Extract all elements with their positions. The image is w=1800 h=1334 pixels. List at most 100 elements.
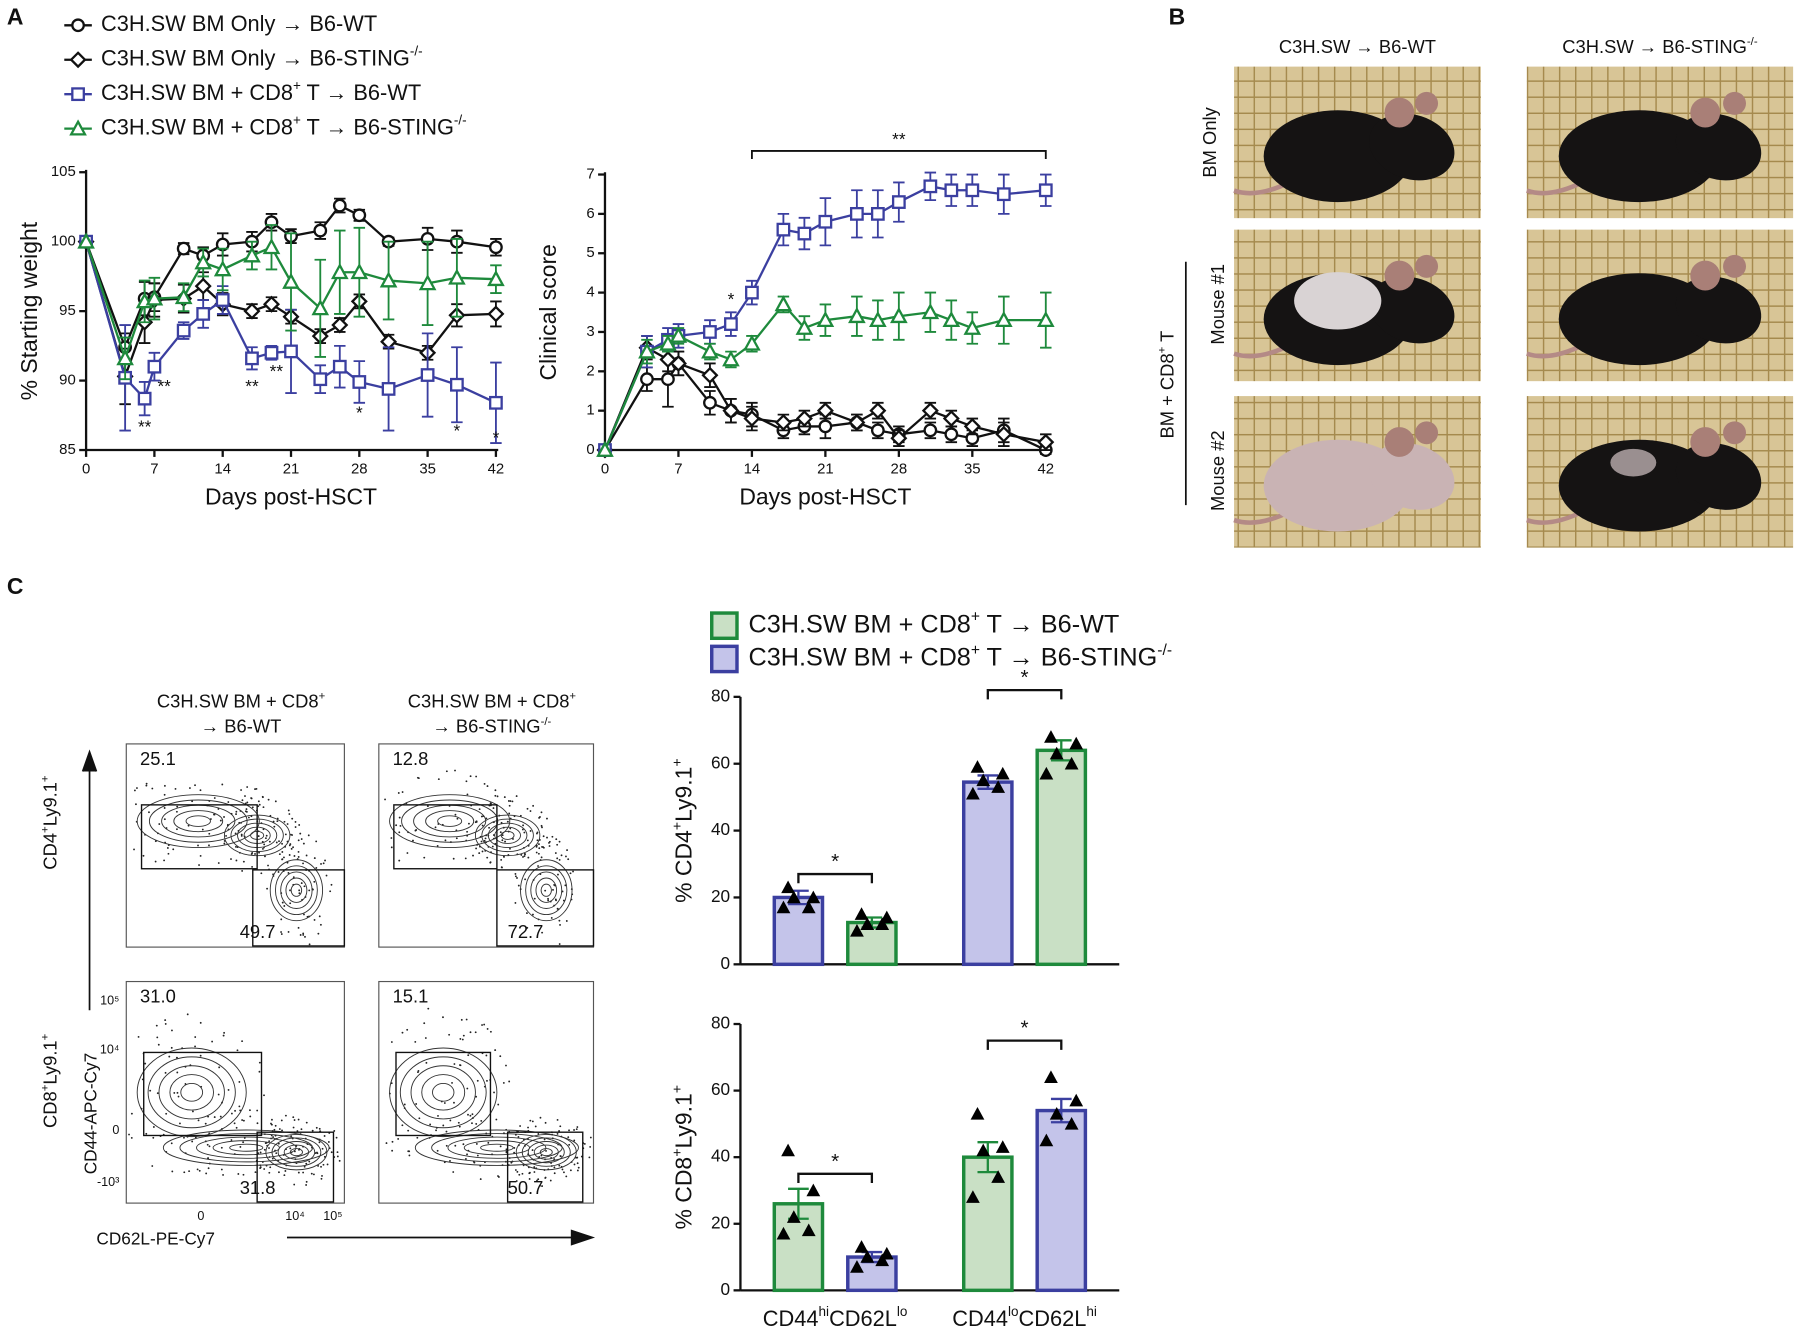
data-point (860, 1250, 875, 1263)
flow-event (454, 769, 456, 772)
flow-event (412, 839, 414, 842)
flow-event (274, 800, 277, 803)
flow-tick-label: 10⁵ (323, 1209, 342, 1223)
x-tick-label: 0 (82, 460, 90, 477)
flow-event (493, 1091, 495, 1094)
flow-event (246, 801, 249, 804)
flow-event (207, 1115, 210, 1118)
flow-event (170, 1142, 173, 1145)
flow-event (317, 1164, 320, 1167)
data-point (879, 1246, 894, 1260)
legend-label: C3H.SW BM + CD8+ T → B6-STING-/- (101, 113, 467, 140)
flow-event (256, 1122, 259, 1125)
flow-contour (487, 822, 528, 848)
marker (870, 423, 885, 438)
flow-event (281, 901, 284, 904)
flow-event (523, 852, 526, 855)
flow-event (564, 884, 567, 887)
marker (942, 410, 960, 428)
flow-event (319, 923, 322, 926)
flow-event (527, 1126, 529, 1129)
flow-event (170, 1046, 173, 1049)
flow-event (554, 852, 557, 854)
flow-event (406, 852, 409, 854)
mouse-ear (1690, 427, 1721, 457)
flow-event (247, 816, 250, 819)
flow-row-label: CD4+Ly9.1+ (40, 775, 61, 870)
flow-event (541, 1185, 543, 1188)
flow-event (336, 1151, 339, 1154)
marker (818, 214, 833, 229)
flow-event (537, 1133, 540, 1135)
flow-event (264, 855, 266, 858)
flow-event (423, 856, 426, 859)
flow-event (576, 1126, 579, 1128)
flow-contour (180, 1082, 204, 1102)
flow-event (516, 1170, 519, 1173)
flow-event (483, 1023, 486, 1026)
data-point (966, 786, 980, 800)
marker (1037, 433, 1055, 451)
flow-event (244, 795, 246, 797)
flow-event (424, 1037, 427, 1039)
marker (795, 410, 813, 428)
flow-event (532, 804, 535, 807)
flow-event (406, 1028, 409, 1031)
flow-event (330, 1151, 333, 1154)
flow-event (453, 1101, 455, 1104)
flow-event (513, 1151, 516, 1154)
flow-event (541, 826, 543, 829)
flow-event (239, 1146, 242, 1148)
y-arrow (81, 749, 98, 1011)
flow-event (494, 1049, 497, 1051)
flow-event (401, 1124, 404, 1127)
flow-event (514, 901, 517, 904)
marker (669, 354, 687, 372)
flow-event (483, 782, 486, 785)
flow-event (548, 841, 550, 844)
legend-label: C3H.SW BM + CD8+ T → B6-WT (101, 78, 421, 105)
data-point (781, 1143, 795, 1157)
flow-event (283, 905, 286, 907)
flow-event (254, 788, 256, 791)
flow-event (505, 1148, 508, 1151)
flow-event (297, 926, 300, 929)
flow-event (274, 1124, 277, 1127)
flow-event (460, 1018, 463, 1021)
flow-event (152, 1136, 155, 1139)
flow-event (437, 778, 440, 781)
flow-event (494, 794, 497, 797)
gate-percent: 31.8 (240, 1177, 276, 1198)
flow-event (293, 1119, 296, 1121)
marker (921, 302, 940, 320)
flow-contour (290, 883, 303, 897)
flow-contour (474, 814, 541, 857)
flow-event (287, 809, 290, 812)
flow-tick-label: 10⁴ (285, 1209, 304, 1223)
flow-event (414, 829, 417, 832)
flow-event (273, 825, 276, 828)
photo-column-header: C3H.SW → B6-WT (1279, 36, 1436, 57)
marker (174, 287, 193, 305)
flow-event (281, 1129, 283, 1132)
flow-event (560, 854, 563, 857)
flow-event (307, 834, 310, 837)
flow-tick-label: 10⁴ (100, 1043, 119, 1057)
y-tick-label: 80 (711, 685, 730, 705)
marker (703, 395, 717, 410)
flow-axis-label: CD44-APC-Cy7 (80, 1053, 100, 1174)
flow-event (521, 1172, 524, 1175)
significance-bracket (986, 689, 1063, 700)
marker (816, 310, 835, 328)
marker (282, 272, 300, 289)
flow-contour (421, 1074, 466, 1111)
y-tick-label: 60 (711, 1079, 730, 1099)
mouse-head (1369, 113, 1455, 181)
marker (816, 402, 834, 420)
flow-event (284, 1170, 287, 1172)
flow-event (198, 1169, 201, 1172)
mouse-ear (1384, 97, 1415, 128)
flow-event (464, 1158, 467, 1160)
flow-event (426, 805, 429, 808)
flow-event (445, 1144, 448, 1147)
